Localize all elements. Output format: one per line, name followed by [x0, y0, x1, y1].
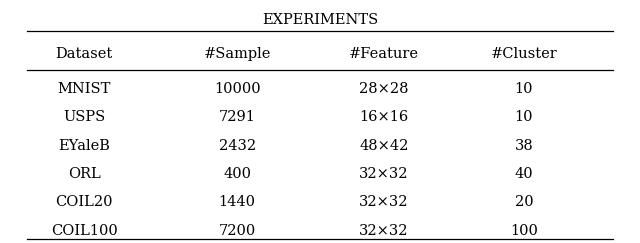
Text: #Sample: #Sample	[204, 47, 271, 61]
Text: USPS: USPS	[63, 110, 106, 124]
Text: 7200: 7200	[218, 224, 256, 238]
Text: 100: 100	[510, 224, 538, 238]
Text: #Cluster: #Cluster	[490, 47, 557, 61]
Text: 40: 40	[515, 167, 533, 181]
Text: Dataset: Dataset	[56, 47, 113, 61]
Text: MNIST: MNIST	[58, 82, 111, 96]
Text: 10000: 10000	[214, 82, 260, 96]
Text: EXPERIMENTS: EXPERIMENTS	[262, 13, 378, 27]
Text: 1440: 1440	[219, 195, 255, 209]
Text: COIL20: COIL20	[56, 195, 113, 209]
Text: 32×32: 32×32	[359, 167, 408, 181]
Text: 2432: 2432	[219, 139, 256, 153]
Text: 10: 10	[515, 110, 533, 124]
Text: 10: 10	[515, 82, 533, 96]
Text: #Feature: #Feature	[349, 47, 419, 61]
Text: 48×42: 48×42	[359, 139, 408, 153]
Text: ORL: ORL	[68, 167, 100, 181]
Text: 16×16: 16×16	[359, 110, 408, 124]
Text: 20: 20	[515, 195, 533, 209]
Text: EYaleB: EYaleB	[58, 139, 110, 153]
Text: 400: 400	[223, 167, 251, 181]
Text: 38: 38	[515, 139, 533, 153]
Text: 28×28: 28×28	[359, 82, 408, 96]
Text: 32×32: 32×32	[359, 195, 408, 209]
Text: COIL100: COIL100	[51, 224, 118, 238]
Text: 32×32: 32×32	[359, 224, 408, 238]
Text: 7291: 7291	[219, 110, 255, 124]
